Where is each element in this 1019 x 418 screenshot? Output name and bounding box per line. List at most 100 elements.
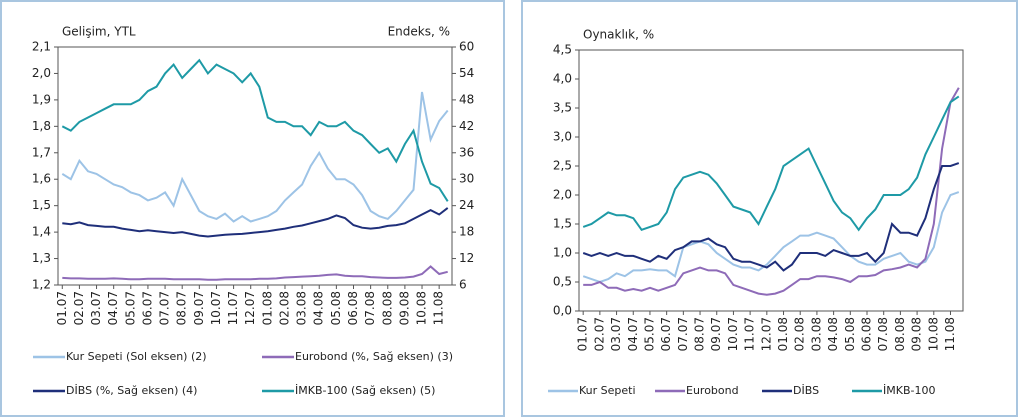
y2-tick-label: 12 xyxy=(459,251,474,265)
y2-tick-label: 36 xyxy=(459,145,474,159)
y-tick-label: 1,7 xyxy=(32,145,51,159)
series-line xyxy=(582,191,960,284)
y-tick-label: 1,5 xyxy=(553,217,572,231)
x-tick-label: 12.07 xyxy=(759,317,773,351)
x-tick-label: 05.07 xyxy=(642,317,656,351)
x-tick-label: 11.08 xyxy=(943,317,957,351)
plot-frame xyxy=(57,46,453,286)
y2-tick-label: 30 xyxy=(459,172,474,186)
y2-tick-label: 42 xyxy=(459,119,474,133)
x-tick-label: 03.08 xyxy=(295,291,309,325)
x-tick-label: 01.08 xyxy=(776,317,790,351)
y-tick-label: 1,5 xyxy=(32,198,51,212)
x-tick-label: 10.08 xyxy=(415,291,429,325)
y-tick-label: 1,6 xyxy=(32,172,51,186)
x-tick-label: 11.07 xyxy=(743,317,757,351)
y-tick-label: 0,5 xyxy=(553,275,572,289)
x-tick-label: 06.07 xyxy=(140,291,154,325)
x-tick-label: 04.08 xyxy=(312,291,326,325)
series-line xyxy=(62,265,448,281)
x-tick-label: 02.07 xyxy=(592,317,606,351)
y-tick-label: 4,5 xyxy=(553,43,572,57)
x-tick-label: 07.07 xyxy=(158,291,172,325)
legend-label: Kur Sepeti xyxy=(579,384,636,397)
series-line xyxy=(62,207,449,238)
y2-tick-label: 18 xyxy=(459,225,474,239)
legend-label: DİBS xyxy=(793,384,819,397)
x-tick-label: 02.07 xyxy=(72,291,86,325)
x-tick-label: 03.08 xyxy=(809,317,823,351)
x-tick-label: 06.07 xyxy=(659,317,673,351)
y-tick-label: 1,4 xyxy=(32,225,51,239)
x-tick-label: 04.07 xyxy=(106,291,120,325)
x-tick-label: 08.07 xyxy=(693,317,707,351)
y2-tick-label: 60 xyxy=(459,40,474,54)
y-tick-label: 1,2 xyxy=(32,278,51,292)
x-tick-label: 04.07 xyxy=(626,317,640,351)
legend-label: DİBS (%, Sağ eksen) (4) xyxy=(66,384,197,397)
x-tick-label: 05.08 xyxy=(843,317,857,351)
chart-title: Oynaklık, % xyxy=(583,28,654,42)
y-tick-label: 1,0 xyxy=(553,246,572,260)
y2-axis-title: Endeks, % xyxy=(388,25,450,39)
x-tick-label: 04.08 xyxy=(826,317,840,351)
x-tick-label: 10.08 xyxy=(926,317,940,351)
y2-tick-label: 48 xyxy=(459,92,474,106)
x-tick-label: 01.08 xyxy=(260,291,274,325)
y-tick-label: 2,0 xyxy=(553,188,572,202)
y-tick-label: 3,0 xyxy=(553,130,572,144)
series-line xyxy=(61,58,449,202)
legend-label: İMKB-100 (Sağ eksen) (5) xyxy=(295,384,435,397)
x-tick-label: 11.07 xyxy=(226,291,240,325)
y-tick-label: 2,5 xyxy=(553,159,572,173)
x-tick-label: 10.07 xyxy=(726,317,740,351)
x-tick-label: 09.08 xyxy=(910,317,924,351)
x-tick-label: 08.07 xyxy=(175,291,189,325)
series-line xyxy=(582,162,960,272)
y2-tick-label: 54 xyxy=(459,66,474,80)
y-tick-label: 0,0 xyxy=(553,304,572,318)
chart-title: Gelişim, YTL xyxy=(62,25,136,39)
x-tick-label: 05.08 xyxy=(329,291,343,325)
y2-tick-label: 24 xyxy=(459,198,474,212)
legend-label: Eurobond xyxy=(686,384,739,397)
series-line xyxy=(583,87,960,296)
x-tick-label: 09.08 xyxy=(397,291,411,325)
x-tick-label: 02.08 xyxy=(277,291,291,325)
x-tick-label: 11.08 xyxy=(432,291,446,325)
x-tick-label: 08.08 xyxy=(380,291,394,325)
legend-label: Kur Sepeti (Sol eksen) (2) xyxy=(66,350,207,363)
y-tick-label: 4,0 xyxy=(553,72,572,86)
x-tick-label: 10.07 xyxy=(209,291,223,325)
x-tick-label: 12.07 xyxy=(243,291,257,325)
x-tick-label: 07.08 xyxy=(363,291,377,325)
y-tick-label: 1,3 xyxy=(32,251,51,265)
x-tick-label: 08.08 xyxy=(893,317,907,351)
x-tick-label: 01.07 xyxy=(576,317,590,351)
x-tick-label: 07.07 xyxy=(676,317,690,351)
series-line xyxy=(582,95,960,232)
x-tick-label: 05.07 xyxy=(123,291,137,325)
x-tick-label: 02.08 xyxy=(793,317,807,351)
y2-tick-label: 6 xyxy=(459,278,467,292)
legend-label: İMKB-100 xyxy=(883,384,935,397)
panel xyxy=(0,0,505,417)
x-tick-label: 06.08 xyxy=(346,291,360,325)
panel xyxy=(521,0,1018,417)
y-tick-label: 2,0 xyxy=(32,66,51,80)
x-tick-label: 03.07 xyxy=(89,291,103,325)
y-tick-label: 1,8 xyxy=(32,119,51,133)
x-tick-label: 07.08 xyxy=(876,317,890,351)
x-tick-label: 03.07 xyxy=(609,317,623,351)
plot-frame xyxy=(578,49,964,312)
legend-label: Eurobond (%, Sağ eksen) (3) xyxy=(295,350,453,363)
series-line xyxy=(61,91,449,223)
y-tick-label: 3,5 xyxy=(553,101,572,115)
x-tick-label: 09.07 xyxy=(709,317,723,351)
y-tick-label: 2,1 xyxy=(32,40,51,54)
x-tick-label: 09.07 xyxy=(192,291,206,325)
y-tick-label: 1,9 xyxy=(32,92,51,106)
x-tick-label: 01.07 xyxy=(55,291,69,325)
x-tick-label: 06.08 xyxy=(860,317,874,351)
